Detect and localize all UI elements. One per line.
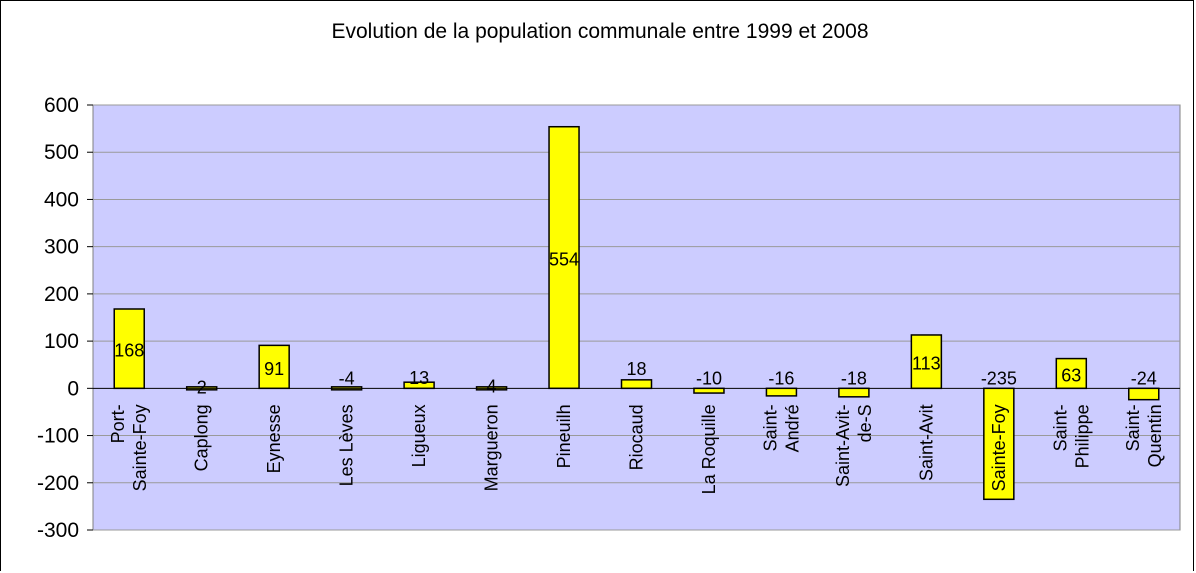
bar: [620, 379, 653, 390]
category-label-line: Saint-: [1050, 404, 1070, 451]
category-label-line: Saint-Avit: [916, 404, 936, 481]
x-tick-label: Les Lèves: [337, 404, 357, 486]
x-tick-label: Eynesse: [264, 404, 284, 473]
y-tick-label: -200: [37, 472, 79, 495]
x-tick-label: Saint- Philippe: [1050, 404, 1092, 468]
category-label-line: Saint-Avit-: [833, 404, 853, 487]
y-tick-label: -100: [37, 425, 79, 448]
chart-title: Evolution de la population communale ent…: [331, 20, 868, 43]
data-label: 2: [197, 377, 207, 397]
data-label: 13: [409, 368, 429, 388]
x-tick-label: Port- Sainte-Foy: [108, 404, 150, 491]
bar: [838, 387, 870, 398]
category-label-line: Eynesse: [264, 404, 284, 473]
category-label-line: Saint-: [1123, 404, 1143, 451]
x-tick-label: Saint-Avit: [916, 404, 936, 481]
data-label: 554: [549, 250, 579, 270]
data-label: 113: [912, 354, 941, 374]
y-tick-label: 500: [44, 141, 79, 164]
category-label-line: Port-: [108, 404, 128, 443]
x-tick-label: Margueron: [482, 404, 502, 491]
y-tick-label: 600: [44, 94, 79, 117]
data-label: -18: [841, 368, 867, 388]
x-tick-label: La Roquille: [699, 404, 719, 494]
bars: [113, 125, 1160, 501]
category-label-line: Caplong: [192, 404, 212, 471]
x-tick-label: Saint- André: [760, 404, 802, 452]
x-tick-label: Pineuilh: [554, 404, 574, 468]
data-label: 4: [487, 376, 497, 396]
category-label-line: de-S: [855, 404, 875, 442]
y-tick-label: -300: [37, 519, 79, 542]
data-label: 18: [626, 359, 646, 379]
category-label-line: La Roquille: [699, 404, 719, 494]
data-label: 91: [264, 359, 284, 379]
bar: [983, 387, 1015, 501]
x-tick-label: Saint-Avit-de-S: [833, 404, 875, 487]
y-tick-label: 100: [44, 330, 79, 353]
bar: [693, 387, 725, 394]
category-label-line: Pineuilh: [554, 404, 574, 468]
y-axis-ticks: 600 500 400 300 200 100 0 -100 -200 -300: [37, 94, 93, 542]
category-label-line: Ligueux: [409, 404, 429, 467]
data-label: -10: [696, 368, 722, 388]
y-tick-label: 400: [44, 188, 79, 211]
data-labels: 168 2 91 -4 13 4 554 18 -10 -16 -18 113 -235 63 -24: [114, 250, 1157, 398]
data-label: 168: [114, 341, 144, 361]
category-label-line: Les Lèves: [337, 404, 357, 486]
data-label: -24: [1131, 368, 1157, 388]
category-label-line: Riocaud: [627, 404, 647, 470]
x-tick-label: Saint- Quentin: [1123, 404, 1165, 467]
x-tick-label: Sainte-Foy: [989, 404, 1009, 491]
bar: [765, 387, 798, 397]
x-axis-labels: Port- Sainte-Foy Caplong Eynesse Les Lèves Li…: [108, 404, 1165, 494]
category-label-line: Philippe: [1072, 404, 1092, 468]
bar: [1128, 387, 1160, 401]
data-label: 63: [1061, 365, 1081, 385]
category-label-line: André: [782, 404, 802, 452]
x-tick-label: Riocaud: [627, 404, 647, 470]
bar: [548, 125, 580, 390]
category-label-line: Quentin: [1145, 404, 1165, 467]
category-label-line: Margueron: [482, 404, 502, 491]
category-label-line: Sainte-Foy: [989, 404, 1009, 491]
x-tick-label: Caplong: [192, 404, 212, 471]
data-label: -16: [768, 368, 794, 388]
x-tick-label: Ligueux: [409, 404, 429, 467]
y-tick-label: 200: [44, 283, 79, 306]
data-label: -235: [981, 368, 1017, 388]
y-tick-label: 300: [44, 236, 79, 259]
y-tick-label: 0: [67, 377, 79, 400]
category-label-line: Saint-: [760, 404, 780, 451]
data-label: -4: [339, 368, 355, 388]
bar: [113, 308, 145, 390]
category-label-line: Sainte-Foy: [130, 404, 150, 491]
